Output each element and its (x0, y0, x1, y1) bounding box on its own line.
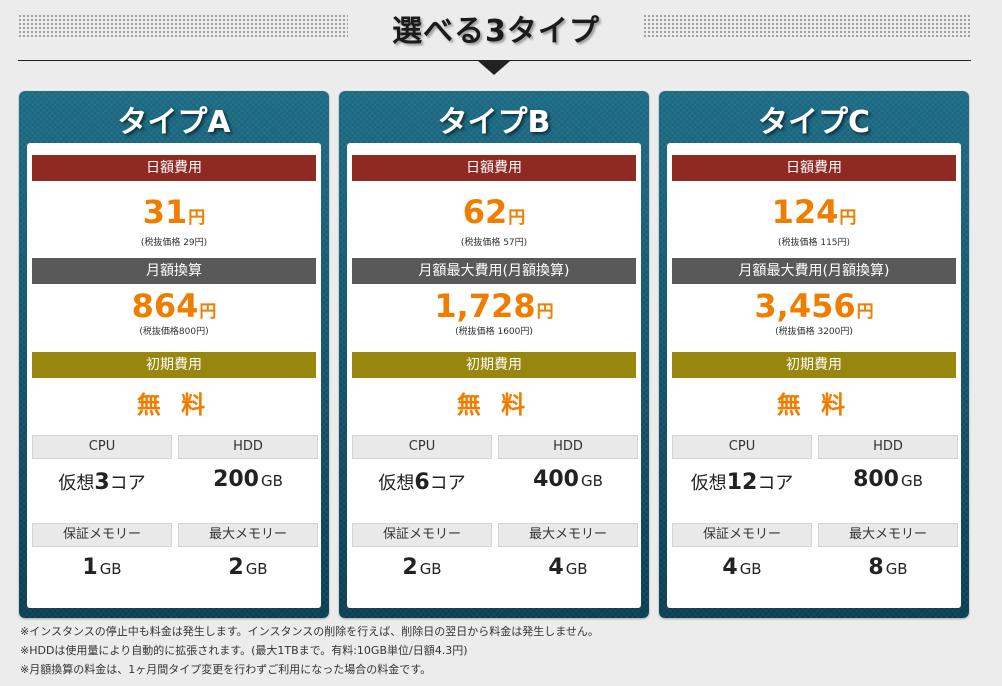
monthly-price-tax: (税抜価格800円) (139, 327, 209, 337)
initial-cost-label: 初期費用 (672, 352, 956, 378)
plan-title: タイプB (437, 105, 551, 140)
header-divider (18, 60, 971, 61)
monthly-cost-label: 月額最大費用(月額換算) (672, 258, 956, 284)
initial-cost-value: 無 料 (456, 391, 532, 419)
daily-cost-label: 日額費用 (32, 155, 316, 181)
monthly-price-tax: (税抜価格 1600円) (455, 327, 533, 337)
monthly-price: 864円 (131, 287, 217, 325)
footnotes: ※インスタンスの停止中も料金は発生します。インスタンスの削除を行えば、削除日の翌… (20, 622, 980, 679)
cpu-label: CPU (672, 435, 812, 459)
footnote: ※月額換算の料金は、1ヶ月間タイプ変更を行わずご利用になった場合の料金です。 (20, 663, 432, 676)
monthly-price-tax: (税抜価格 3200円) (775, 327, 853, 337)
max-memory-value: 4 GB (548, 555, 588, 580)
initial-cost-value: 無 料 (776, 391, 852, 419)
footnote: ※HDDは使用量により自動的に拡張されます。(最大1TBまで。有料:10GB単位… (20, 644, 468, 657)
section-title: 選べる3タイプ (392, 14, 600, 49)
plan-body: 日額費用 31円 (税抜価格 29円) 月額換算 864円 (税抜価格800円)… (27, 143, 321, 608)
daily-price-tax: (税抜価格 57円) (460, 238, 528, 248)
hdd-value: 400 GB (533, 467, 603, 492)
plan-card-a: タイプA 日額費用 31円 (税抜価格 29円) 月額換算 864円 (税抜価格… (19, 91, 329, 618)
hdd-value: 200 GB (213, 467, 283, 492)
daily-cost-label: 日額費用 (352, 155, 636, 181)
daily-price: 31円 (142, 193, 206, 231)
guaranteed-memory-value: 1 GB (82, 555, 122, 580)
cpu-label: CPU (352, 435, 492, 459)
plan-title: タイプA (117, 105, 231, 140)
monthly-cost-label: 月額最大費用(月額換算) (352, 258, 636, 284)
monthly-cost-label: 月額換算 (32, 258, 316, 284)
guaranteed-memory-label: 保証メモリー (352, 523, 492, 547)
header-decoration-left (18, 14, 348, 38)
daily-price-tax: (税抜価格 115円) (777, 238, 851, 248)
max-memory-label: 最大メモリー (178, 523, 318, 547)
guaranteed-memory-label: 保証メモリー (32, 523, 172, 547)
initial-cost-label: 初期費用 (32, 352, 316, 378)
initial-cost-value: 無 料 (136, 391, 212, 419)
hdd-label: HDD (818, 435, 958, 459)
max-memory-label: 最大メモリー (818, 523, 958, 547)
hdd-label: HDD (498, 435, 638, 459)
plan-body: 日額費用 124円 (税抜価格 115円) 月額最大費用(月額換算) 3,456… (667, 143, 961, 608)
cpu-value: 仮想3コア (58, 470, 146, 495)
monthly-price: 3,456円 (754, 287, 874, 325)
guaranteed-memory-value: 4 GB (722, 555, 762, 580)
initial-cost-label: 初期費用 (352, 352, 636, 378)
cpu-value: 仮想12コア (690, 470, 794, 495)
plan-card-c: タイプC 日額費用 124円 (税抜価格 115円) 月額最大費用(月額換算) … (659, 91, 969, 618)
guaranteed-memory-value: 2 GB (402, 555, 442, 580)
max-memory-value: 2 GB (228, 555, 268, 580)
hdd-label: HDD (178, 435, 318, 459)
footnote: ※インスタンスの停止中も料金は発生します。インスタンスの削除を行えば、削除日の翌… (20, 625, 599, 638)
section-header: 選べる3タイプ (0, 0, 1002, 86)
max-memory-value: 8 GB (868, 555, 908, 580)
plan-title: タイプC (757, 105, 871, 140)
daily-cost-label: 日額費用 (672, 155, 956, 181)
daily-price: 62円 (462, 193, 526, 231)
hdd-value: 800 GB (853, 467, 923, 492)
plan-card-b: タイプB 日額費用 62円 (税抜価格 57円) 月額最大費用(月額換算) 1,… (339, 91, 649, 618)
header-decoration-right (643, 14, 971, 38)
cpu-value: 仮想6コア (378, 470, 466, 495)
cpu-label: CPU (32, 435, 172, 459)
guaranteed-memory-label: 保証メモリー (672, 523, 812, 547)
daily-price-tax: (税抜価格 29円) (140, 238, 208, 248)
monthly-price: 1,728円 (434, 287, 554, 325)
max-memory-label: 最大メモリー (498, 523, 638, 547)
daily-price: 124円 (771, 193, 857, 231)
plan-body: 日額費用 62円 (税抜価格 57円) 月額最大費用(月額換算) 1,728円 … (347, 143, 641, 608)
down-arrow-icon (478, 61, 510, 75)
